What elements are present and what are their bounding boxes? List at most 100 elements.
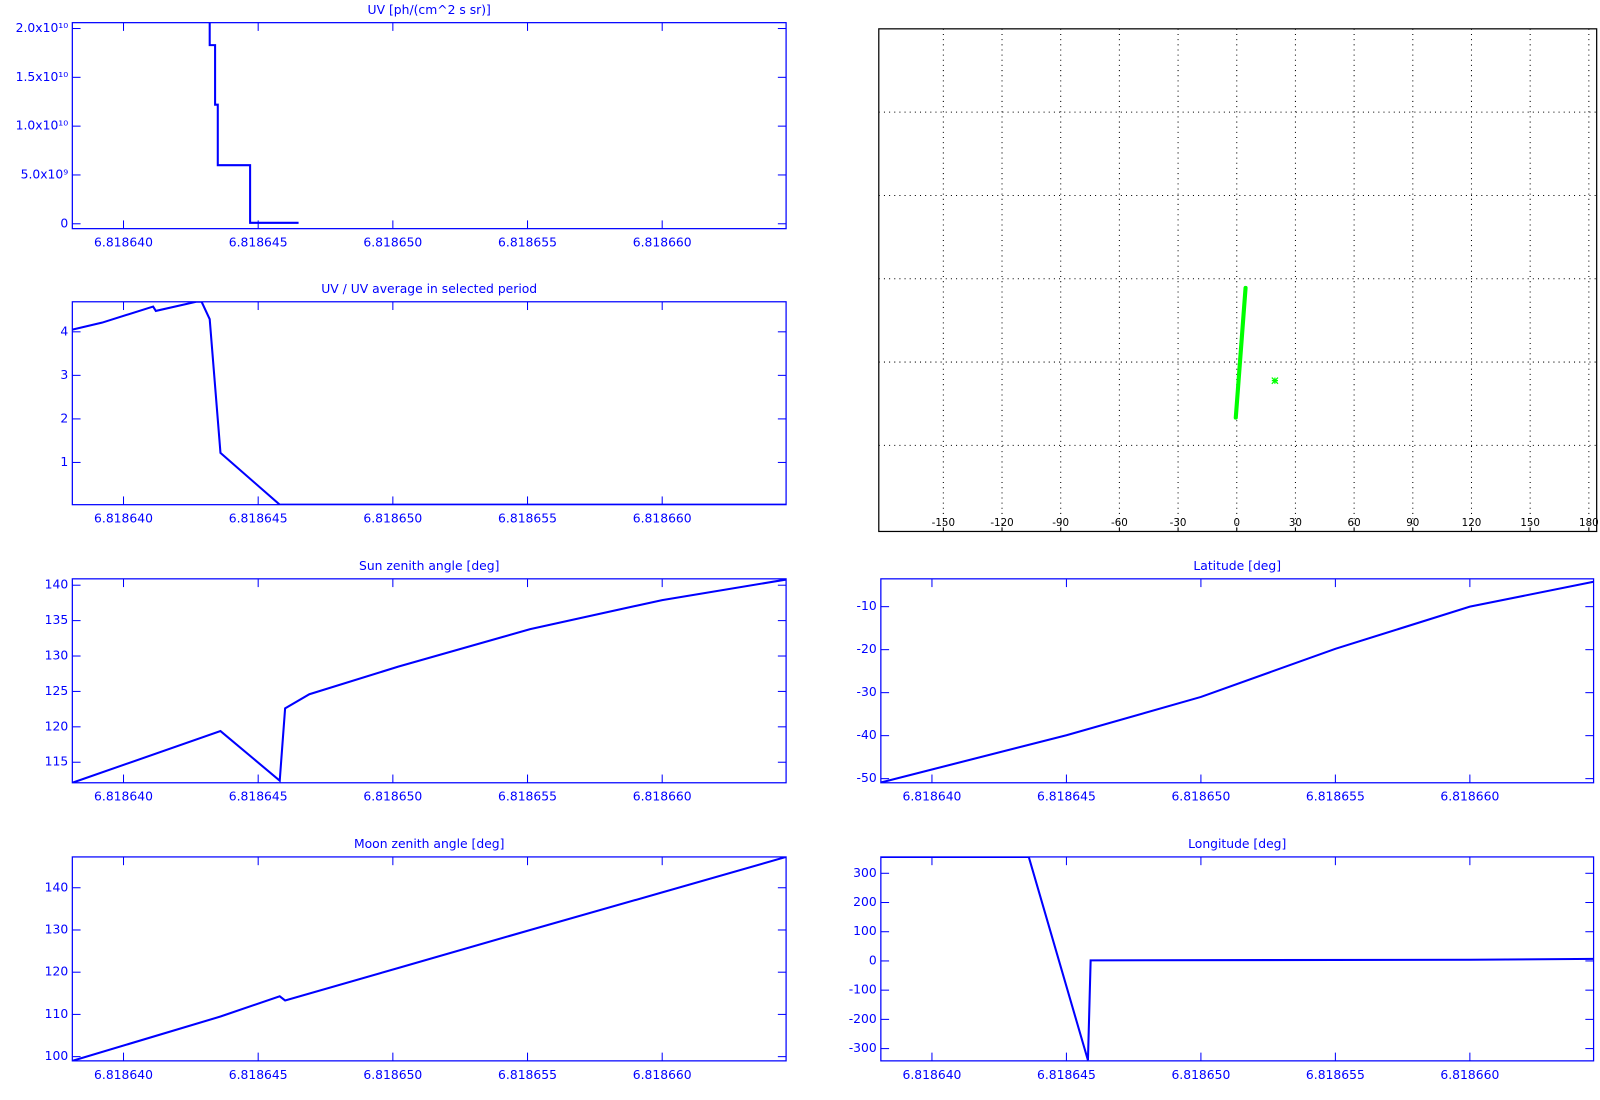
x-tick-label: 6.818660 [633, 236, 692, 250]
plot-frame [71, 301, 787, 506]
x-tick-label: 0 [1233, 517, 1240, 529]
coastline [1491, 154, 1513, 190]
coastline [1204, 176, 1337, 376]
coastline [1096, 51, 1198, 112]
y-tick-label: 135 [45, 613, 69, 627]
y-tick-label: 130 [45, 649, 69, 663]
y-tick-label: 140 [45, 578, 69, 592]
chart-title: UV [ph/(cm^2 s sr)] [368, 3, 491, 17]
y-tick-label: 130 [45, 922, 69, 936]
x-tick-label: 6.818655 [498, 512, 557, 526]
y-tick-label: 200 [853, 895, 877, 909]
y-tick-label: 3 [60, 368, 68, 382]
data-line [208, 22, 299, 224]
chart-title: Sun zenith angle [deg] [359, 559, 499, 573]
x-tick-label: -150 [932, 517, 955, 529]
x-tick-label: 6.818640 [94, 1068, 153, 1082]
x-tick-label: -60 [1111, 517, 1128, 529]
x-tick-label: 6.818645 [229, 512, 288, 526]
x-tick-label: 6.818650 [363, 236, 422, 250]
x-tick-label: 6.818650 [1171, 790, 1230, 804]
x-tick-label: 6.818650 [363, 790, 422, 804]
plot-frame [71, 22, 787, 230]
y-tick-label: 125 [45, 684, 69, 698]
x-tick-label: -90 [1052, 517, 1069, 529]
x-tick-label: 6.818660 [633, 512, 692, 526]
x-tick-label: 6.818645 [1037, 1068, 1096, 1082]
coastline [908, 79, 1129, 254]
x-tick-label: 6.818650 [363, 1068, 422, 1082]
y-tick-label: 100 [45, 1049, 69, 1063]
y-tick-label: -40 [857, 728, 877, 742]
y-tick-label: 100 [853, 924, 877, 938]
chart-title: Latitude [deg] [1193, 559, 1281, 573]
plot-frame [71, 856, 787, 1062]
x-tick-label: 6.818640 [94, 236, 153, 250]
x-tick-label: 6.818640 [903, 790, 962, 804]
x-tick-label: 6.818640 [94, 790, 153, 804]
x-tick-label: 6.818640 [94, 512, 153, 526]
x-tick-label: 6.818640 [903, 1068, 962, 1082]
x-tick-label: 150 [1520, 517, 1540, 529]
y-tick-label: 5.0x10⁹ [21, 167, 69, 181]
y-tick-label: 1.0x10¹⁰ [16, 119, 69, 133]
y-tick-label: -100 [849, 983, 877, 997]
chart-title: UV / UV average in selected period [321, 282, 537, 296]
x-tick-label: -120 [990, 517, 1013, 529]
x-tick-label: -30 [1170, 517, 1187, 529]
data-line [880, 856, 1594, 1061]
y-tick-label: -200 [849, 1012, 877, 1026]
coastline [1225, 118, 1241, 140]
data-line [72, 856, 787, 1061]
plot-frame [71, 578, 787, 784]
y-tick-label: -300 [849, 1041, 877, 1055]
y-tick-label: -30 [857, 685, 877, 699]
x-tick-label: 6.818650 [1171, 1068, 1230, 1082]
data-line [72, 301, 787, 505]
x-tick-label: 6.818655 [1306, 1068, 1365, 1082]
x-tick-label: 90 [1406, 517, 1419, 529]
plot-frame [880, 578, 1595, 784]
y-tick-label: 300 [853, 866, 877, 880]
x-tick-label: 6.818660 [1440, 790, 1499, 804]
y-tick-label: 0 [869, 953, 877, 967]
chart-title: Moon zenith angle [deg] [354, 837, 504, 851]
x-tick-label: 6.818655 [1306, 790, 1365, 804]
track [1233, 285, 1248, 420]
y-tick-label: 115 [45, 755, 69, 769]
x-tick-label: 6.818655 [498, 1068, 557, 1082]
x-tick-label: 6.818650 [363, 512, 422, 526]
x-tick-label: 6.818655 [498, 236, 557, 250]
y-tick-label: -50 [857, 771, 877, 785]
coastline [1217, 65, 1589, 270]
y-tick-label: 1 [60, 455, 68, 469]
x-tick-label: 6.818660 [633, 790, 692, 804]
y-tick-label: -10 [857, 599, 877, 613]
y-tick-label: 2 [60, 411, 68, 425]
position-marker [1271, 377, 1279, 385]
x-tick-label: 6.818660 [1440, 1068, 1499, 1082]
coastline [1078, 251, 1168, 431]
x-tick-label: 6.818645 [1037, 790, 1096, 804]
data-line [880, 580, 1594, 783]
y-tick-label: 120 [45, 719, 69, 733]
y-tick-label: 120 [45, 965, 69, 979]
x-tick-label: 6.818645 [229, 790, 288, 804]
y-tick-label: 0 [60, 216, 68, 230]
y-tick-label: -20 [857, 642, 877, 656]
x-tick-label: 6.818645 [229, 236, 288, 250]
y-tick-label: 1.5x10¹⁰ [16, 70, 69, 84]
y-tick-label: 110 [45, 1007, 69, 1021]
x-tick-label: 60 [1348, 517, 1361, 529]
x-tick-label: 180 [1579, 517, 1599, 529]
x-tick-label: 120 [1462, 517, 1482, 529]
data-line [72, 578, 787, 783]
map-frame [878, 28, 1598, 533]
x-tick-label: 30 [1289, 517, 1302, 529]
x-tick-label: 6.818655 [498, 790, 557, 804]
y-tick-label: 4 [60, 324, 68, 338]
y-tick-label: 2.0x10¹⁰ [16, 21, 69, 35]
y-tick-label: 140 [45, 880, 69, 894]
